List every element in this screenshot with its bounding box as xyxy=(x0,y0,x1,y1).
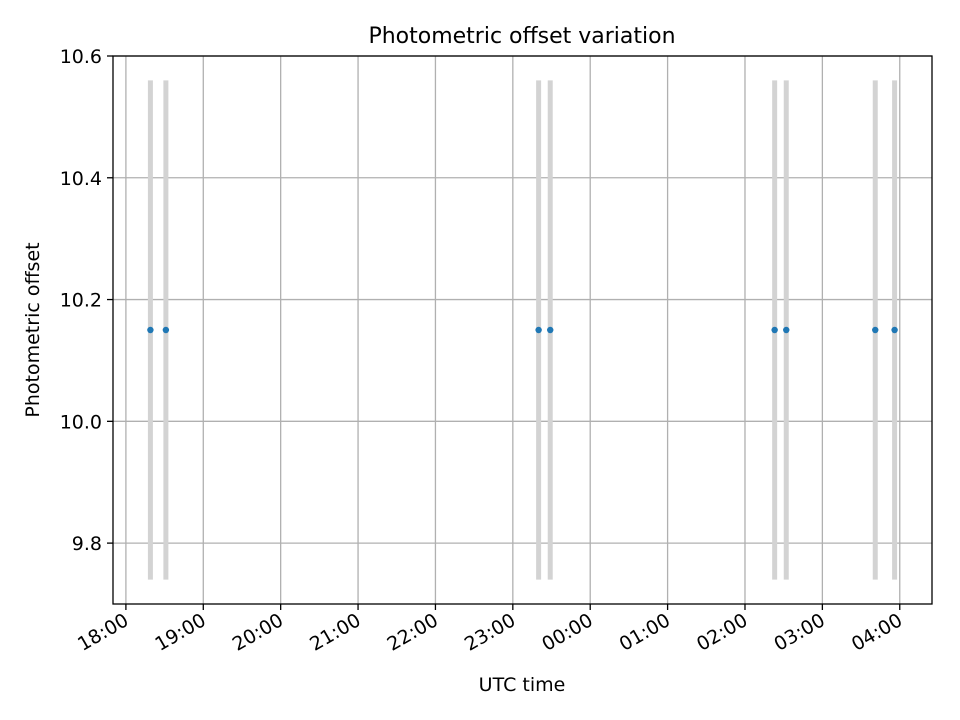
x-axis-label: UTC time xyxy=(479,674,566,696)
data-point xyxy=(547,326,554,334)
plot-frame xyxy=(112,55,933,605)
data-points xyxy=(147,326,898,334)
x-tick-label: 19:00 xyxy=(151,609,209,655)
x-tick-label: 03:00 xyxy=(770,609,828,655)
y-tick-label: 10.2 xyxy=(60,290,102,312)
x-tick-label: 04:00 xyxy=(848,609,906,655)
y-tick-label: 10.6 xyxy=(60,46,102,68)
error-bars xyxy=(147,80,898,580)
x-tick-label: 20:00 xyxy=(229,609,287,655)
x-tick-label: 22:00 xyxy=(384,609,442,655)
x-tick-label: 21:00 xyxy=(306,609,364,655)
x-tick-label: 02:00 xyxy=(693,609,751,655)
y-axis-label: Photometric offset xyxy=(22,242,44,417)
data-point xyxy=(535,326,542,334)
y-tick-label: 9.8 xyxy=(72,533,102,555)
y-tick-label: 10.0 xyxy=(60,411,102,433)
x-axis-ticks: 18:00 19:00 20:00 21:00 22:00 23:00 00:00 01:00… xyxy=(74,604,906,656)
y-axis-ticks: 9.8 10.0 10.2 10.4 10.6 xyxy=(60,46,113,555)
x-tick-label: 18:00 xyxy=(74,609,132,655)
data-point xyxy=(783,326,790,334)
grid xyxy=(113,55,932,604)
chart-title: Photometric offset variation xyxy=(368,24,675,49)
data-point xyxy=(162,326,170,334)
data-point xyxy=(891,326,898,334)
x-tick-label: 23:00 xyxy=(461,609,519,655)
y-tick-label: 10.4 xyxy=(60,168,102,190)
data-point xyxy=(872,326,879,334)
data-point xyxy=(147,326,154,334)
data-point xyxy=(771,326,778,334)
x-tick-label: 01:00 xyxy=(616,609,674,655)
x-tick-label: 00:00 xyxy=(538,609,596,655)
